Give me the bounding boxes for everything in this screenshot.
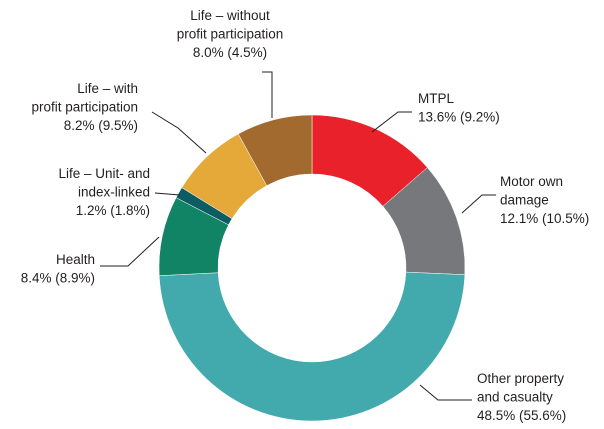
category-label: index-linked [78,185,150,200]
category-label: Life – with [77,81,138,96]
leader-line [151,111,207,154]
category-label: profit participation [31,100,138,115]
leader-line [371,111,412,133]
category-label: Life – without [190,8,270,23]
segment-label: Life – Unit- and index-linked 1.2% (1.8%) [58,166,150,218]
value-label: 8.0% (4.5%) [193,45,267,60]
category-label: Health [56,252,95,267]
value-label: 8.2% (9.5%) [64,118,138,133]
segment-label: Health 8.4% (8.9%) [21,252,95,286]
segment-label: MTPL 13.6% (9.2%) [418,91,500,125]
donut-segment [158,271,466,422]
segment-label: Life – with profit participation 8.2% (9.5… [31,81,138,133]
value-label: 48.5% (55.6%) [477,408,566,423]
category-label: Life – Unit- and [58,166,150,181]
category-label: profit participation [177,27,284,42]
category-label: MTPL [418,91,454,106]
category-label: damage [500,193,549,208]
segment-label: Life – without profit participation 8.0% (… [177,8,284,60]
leader-line [100,236,160,267]
leader-line [154,192,181,196]
donut-segment [237,114,313,186]
value-label: 13.6% (9.2%) [418,110,500,125]
segment-label: Motor own damage 12.1% (10.5%) [500,174,589,226]
category-label: Motor own [500,174,563,189]
value-label: 1.2% (1.8%) [76,203,150,218]
value-label: 8.4% (8.9%) [21,271,95,286]
segment-label: Other property and casualty 48.5% (55.6%) [477,371,566,423]
category-label: and casualty [477,390,553,405]
leader-line [262,71,273,118]
category-label: Other property [477,371,564,386]
leader-line [419,384,472,401]
value-label: 12.1% (10.5%) [500,211,589,226]
leader-line [461,194,496,214]
